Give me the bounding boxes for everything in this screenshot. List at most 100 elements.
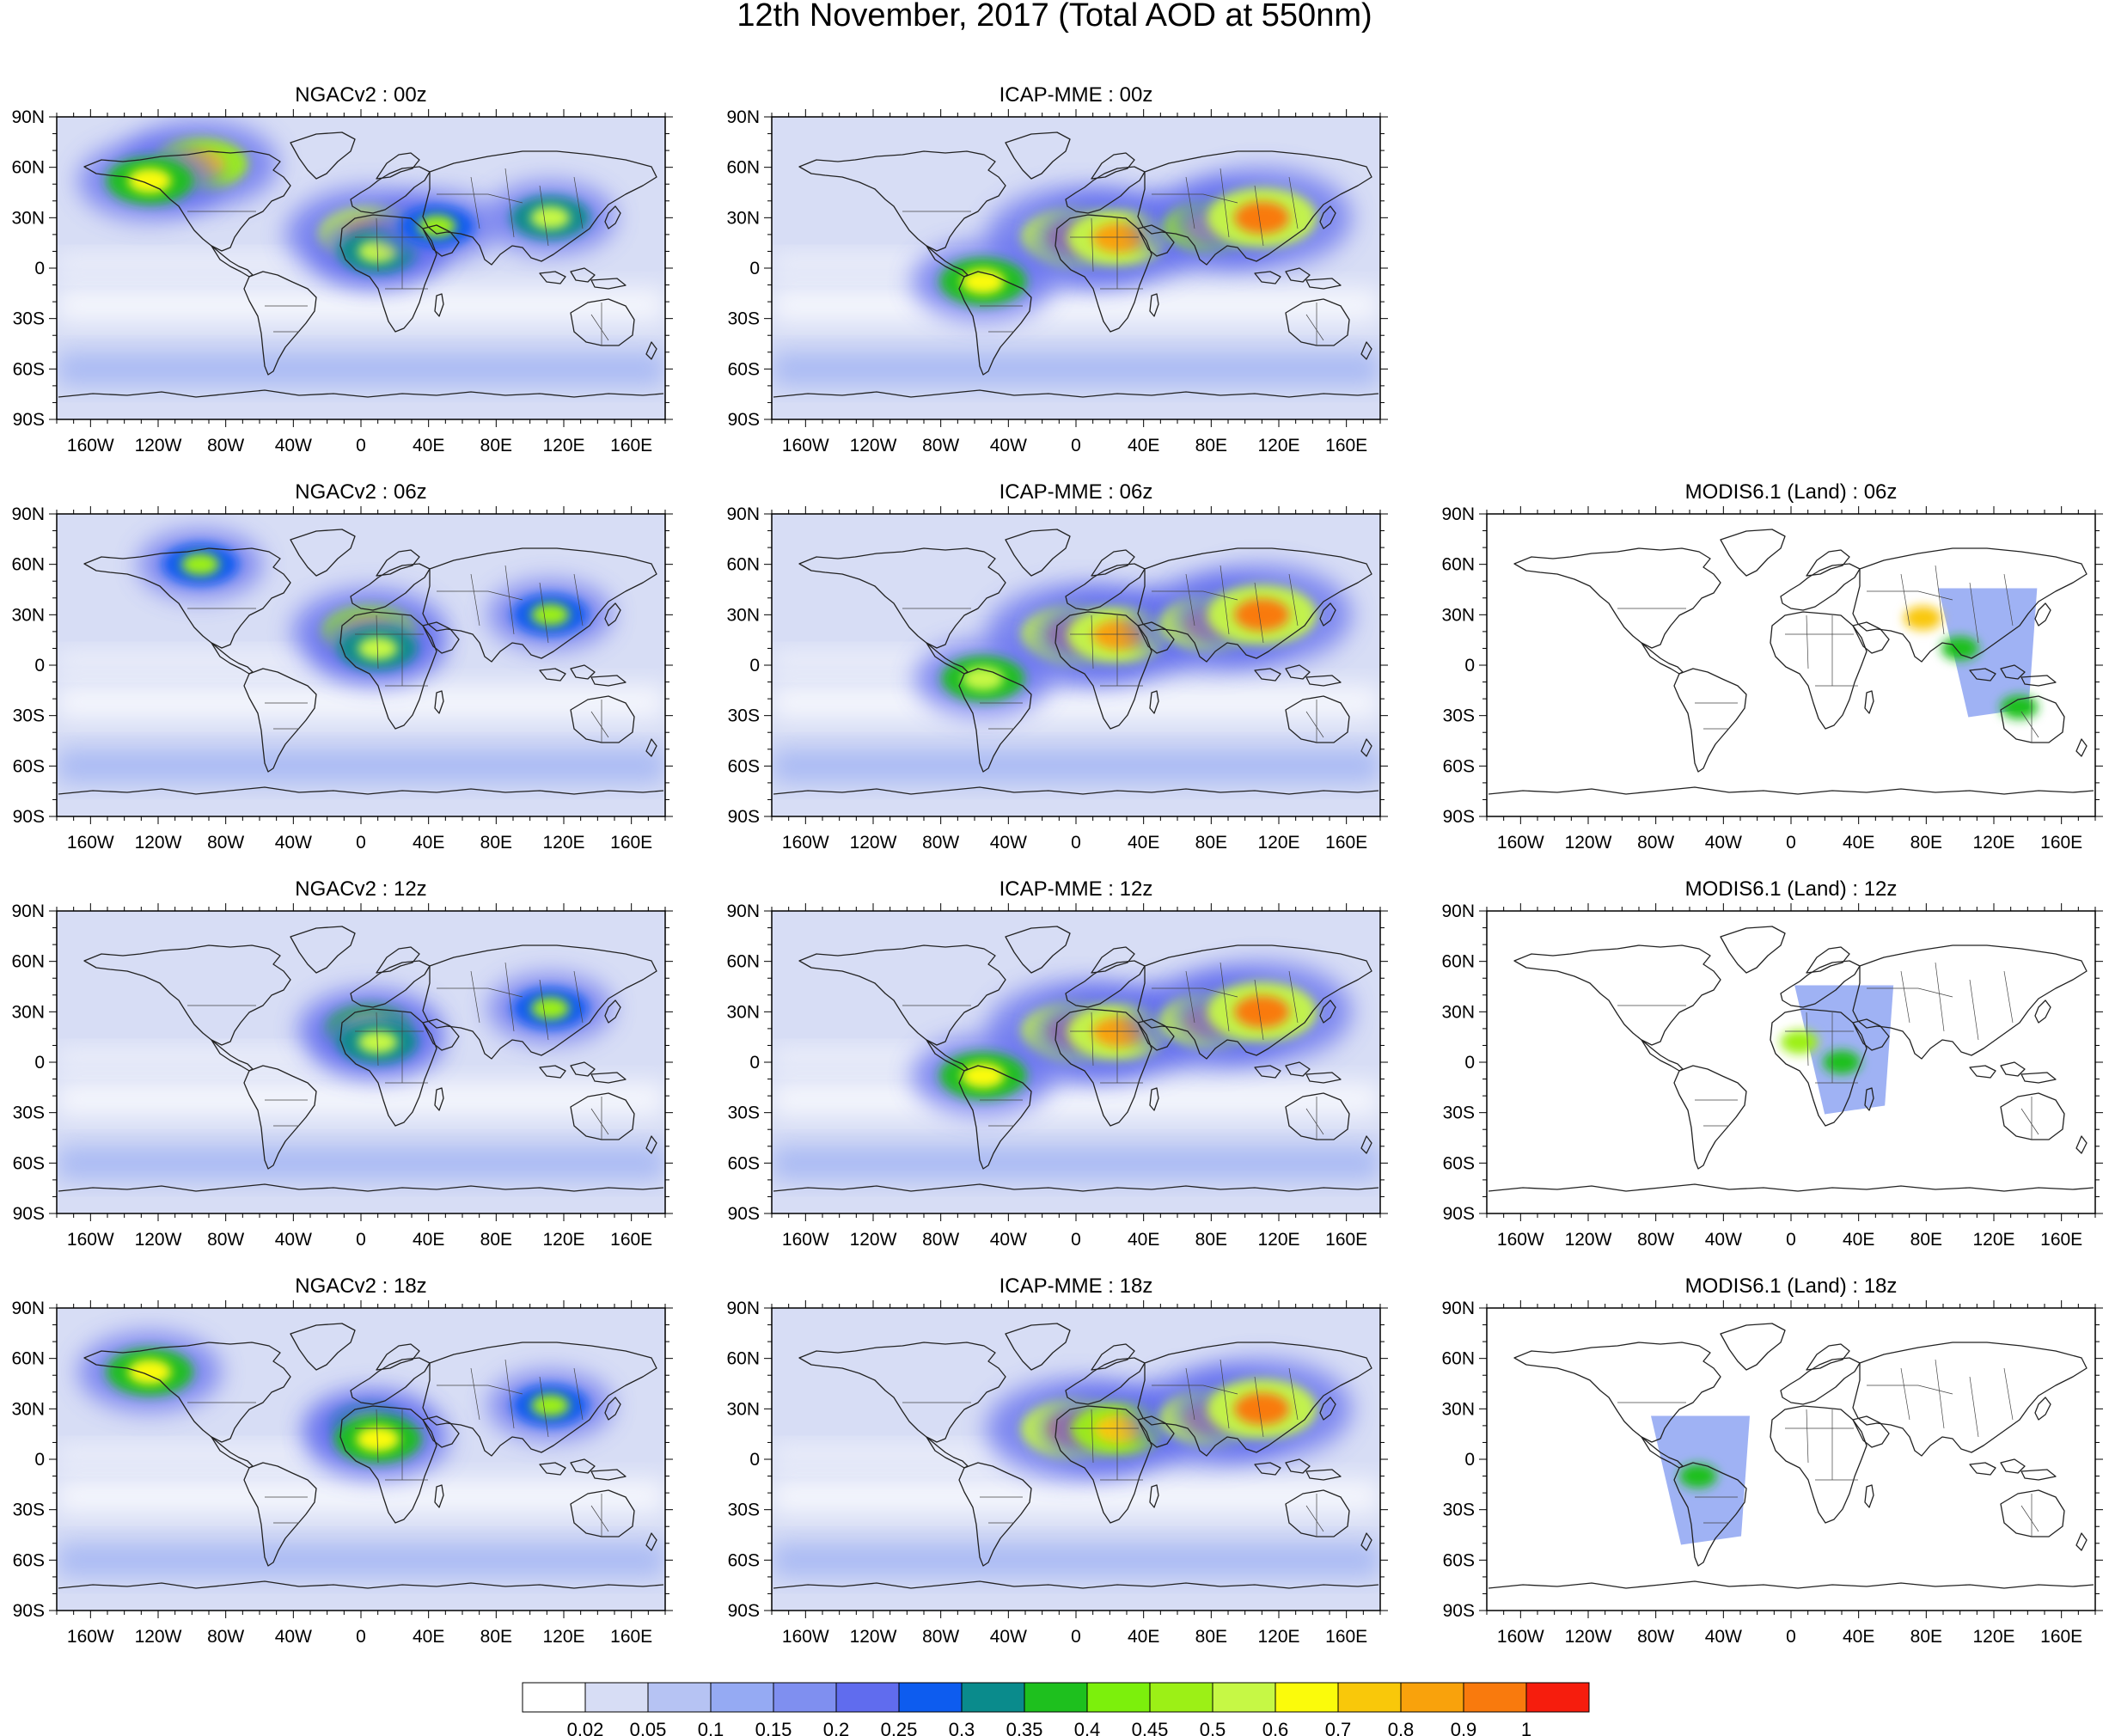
aod-plume-core [127,168,172,194]
lat-tick-label: 0 [1464,1450,1475,1470]
lon-tick-label: 160W [1497,1230,1544,1250]
lon-tick-label: 0 [356,1627,366,1647]
aod-field [1487,911,2095,1213]
lon-tick-label: 80W [1637,1230,1674,1250]
lat-tick-label: 30S [1443,1103,1475,1123]
lon-tick-label: 120W [1565,1230,1612,1250]
lon-tick-label: 160W [1497,833,1544,853]
lon-tick-label: 160E [610,1627,652,1647]
lon-tick-label: 40E [413,1230,444,1250]
panel-title: ICAP-MME : 12z [999,877,1153,901]
colorbar-label: 0.15 [755,1719,792,1736]
map-panel-ngac-06z: 90N 60N 30N 0 30S 60S 90S 160W 120W 80W 40W 0 40E 80E… [11,480,673,853]
panel-title: ICAP-MME : 00z [999,83,1153,107]
lat-tick-label: 90N [11,902,45,921]
lon-tick-label: 80E [480,833,512,853]
colorbar-label: 1 [1521,1719,1531,1736]
lon-tick-label: 0 [1071,1627,1081,1647]
lon-tick-label: 80W [922,1627,959,1647]
aod-plume-core [1234,1392,1290,1425]
clean-ocean-band [57,1048,392,1069]
panel-title: MODIS6.1 (Land) : 18z [1685,1274,1898,1298]
panel-title: MODIS6.1 (Land) : 06z [1685,480,1898,504]
lon-tick-label: 160W [782,436,829,455]
lat-tick-label: 90S [13,1601,45,1621]
panel-title: NGACv2 : 00z [295,83,426,107]
lat-tick-label: 0 [34,1450,45,1470]
lon-tick-label: 40E [1128,436,1159,455]
lat-tick-label: 60S [1443,1153,1475,1173]
colorbar-label: 0.2 [823,1719,850,1736]
axis-ticks [764,109,1388,427]
clean-ocean-band [57,1479,665,1513]
lon-tick-label: 40W [275,833,312,853]
lat-tick-label: 60N [1441,1349,1475,1369]
lat-tick-label: 90S [728,1601,760,1621]
lon-tick-label: 80W [207,1627,244,1647]
colorbar-swatch [1525,1682,1590,1713]
lon-tick-label: 80W [922,436,959,455]
lon-tick-label: 0 [1786,1230,1796,1250]
map-panel-icap-12z: 90N 60N 30N 0 30S 60S 90S 160W 120W 80W 40W 0 40E 80E… [726,877,1388,1250]
axis-ticks [49,903,673,1221]
lon-tick-label: 80E [1195,833,1227,853]
axis-ticks [1479,506,2103,824]
lon-tick-label: 80E [480,436,512,455]
aod-field [57,514,665,816]
axis-ticks [764,903,1388,1221]
lon-tick-label: 80W [1637,833,1674,853]
lon-tick-label: 120E [1972,1627,2014,1647]
aod-field [57,117,665,419]
lat-tick-label: 0 [749,1053,760,1073]
clean-ocean-band [772,1479,1380,1513]
aod-background [1487,1308,2095,1611]
lat-tick-label: 60S [728,359,760,379]
colorbar-label: 0.5 [1200,1719,1226,1736]
lon-tick-label: 160W [782,1230,829,1250]
lon-tick-label: 120E [1257,1627,1299,1647]
lat-tick-label: 30N [1441,605,1475,625]
lon-tick-label: 160W [67,833,114,853]
lon-tick-label: 120W [1565,833,1612,853]
colorbar-label: 0.02 [567,1719,604,1736]
lon-tick-label: 160E [2040,1627,2082,1647]
lat-tick-label: 60N [1441,555,1475,575]
aod-plume-core [127,1359,172,1385]
lat-tick-label: 90N [1441,504,1475,524]
colorbar-label: 0.6 [1262,1719,1289,1736]
lon-tick-label: 120W [135,1230,182,1250]
colorbar-swatch [647,1682,712,1713]
lat-tick-label: 60S [728,756,760,776]
lon-tick-label: 40E [1843,833,1874,853]
lat-tick-label: 60S [13,756,45,776]
lat-tick-label: 0 [1464,656,1475,675]
lat-tick-label: 60S [1443,756,1475,776]
lat-tick-label: 60S [13,1550,45,1570]
clean-ocean-band [57,1446,392,1466]
lon-tick-label: 120E [1972,833,2014,853]
lat-tick-label: 0 [34,259,45,278]
lat-tick-label: 90S [728,1204,760,1224]
aod-retrieval-indochina [1941,636,1979,661]
lon-tick-label: 40W [990,1230,1027,1250]
lon-tick-label: 160E [1325,1230,1367,1250]
lon-tick-label: 120W [1565,1627,1612,1647]
lon-tick-label: 120E [542,1627,584,1647]
lon-tick-label: 120E [542,833,584,853]
lon-tick-label: 160W [1497,1627,1544,1647]
map-panel-icap-18z: 90N 60N 30N 0 30S 60S 90S 160W 120W 80W 40W 0 40E 80E… [726,1274,1388,1647]
lon-tick-label: 160E [610,436,652,455]
lon-tick-label: 80E [1910,833,1942,853]
lat-tick-label: 60N [726,555,760,575]
aod-field [772,911,1380,1213]
lon-tick-label: 120W [135,436,182,455]
lat-tick-label: 30S [13,309,45,329]
aod-field [1487,1308,2095,1611]
lat-tick-label: 30S [728,309,760,329]
lon-tick-label: 160E [610,1230,652,1250]
lon-tick-label: 160W [67,1230,114,1250]
southern-ocean-band [772,1543,1380,1577]
map-panel-ngac-00z: 90N 60N 30N 0 30S 60S 90S 160W 120W 80W 40W 0 40E 80E… [11,83,673,455]
map-panel-modis-12z: 90N 60N 30N 0 30S 60S 90S 160W 120W 80W 40W 0 40E 80E… [1441,877,2103,1250]
aod-plume-core [1234,201,1290,234]
